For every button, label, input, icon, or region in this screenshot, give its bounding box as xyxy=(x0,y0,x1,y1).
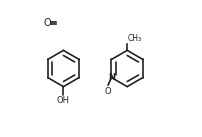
Text: O: O xyxy=(105,87,112,96)
Text: O: O xyxy=(43,18,51,28)
Text: CH₃: CH₃ xyxy=(128,34,142,43)
Text: N: N xyxy=(108,73,115,82)
Text: OH: OH xyxy=(57,96,70,105)
